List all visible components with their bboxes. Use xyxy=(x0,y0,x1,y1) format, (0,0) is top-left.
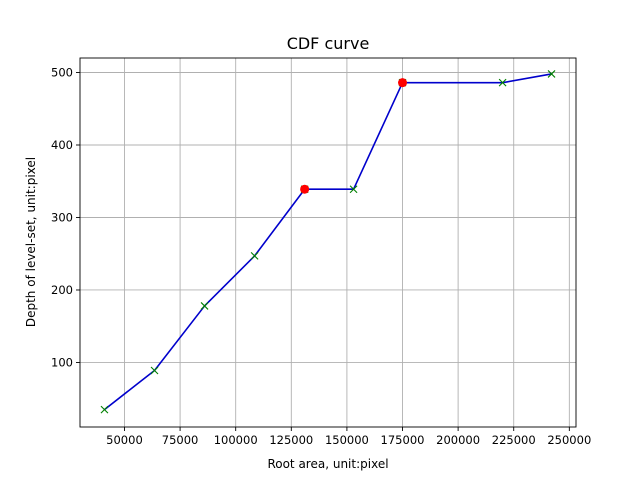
x-tick-label-8: 250000 xyxy=(547,433,591,447)
data-point-3 xyxy=(250,252,259,260)
x-axis-label: Root area, unit:pixel xyxy=(267,457,388,471)
x-tick-label-5: 175000 xyxy=(381,433,425,447)
plot-frame xyxy=(79,57,577,428)
y-tick-label-0: 100 xyxy=(51,355,73,369)
data-point-0 xyxy=(100,405,109,414)
highlight-points xyxy=(300,78,408,194)
x-tick-label-6: 200000 xyxy=(436,433,480,447)
grid xyxy=(80,58,576,427)
data-point-1 xyxy=(150,366,159,375)
x-tick-label-2: 100000 xyxy=(214,433,258,447)
y-tick-label-1: 200 xyxy=(51,283,73,297)
data-point-8 xyxy=(547,70,556,78)
axis-ticks: 50000 75000 100000 125000 150000 175000 200000… xyxy=(51,65,591,447)
chart-title: CDF curve xyxy=(287,34,370,53)
x-tick-label-3: 125000 xyxy=(269,433,313,447)
data-point-5 xyxy=(349,185,358,194)
y-tick-label-3: 400 xyxy=(51,138,73,152)
y-tick-label-4: 500 xyxy=(51,65,73,79)
x-tick-label-7: 225000 xyxy=(492,433,536,447)
x-tick-label-1: 75000 xyxy=(162,433,199,447)
x-tick-label-0: 50000 xyxy=(106,433,143,447)
y-tick-label-2: 300 xyxy=(51,210,73,224)
data-point-7 xyxy=(498,78,507,87)
highlight-point-1 xyxy=(398,78,408,88)
y-axis-label: Depth of level-set, unit:pixel xyxy=(24,157,38,327)
highlight-point-0 xyxy=(300,184,310,194)
x-tick-label-4: 150000 xyxy=(325,433,369,447)
data-point-2 xyxy=(200,302,209,310)
